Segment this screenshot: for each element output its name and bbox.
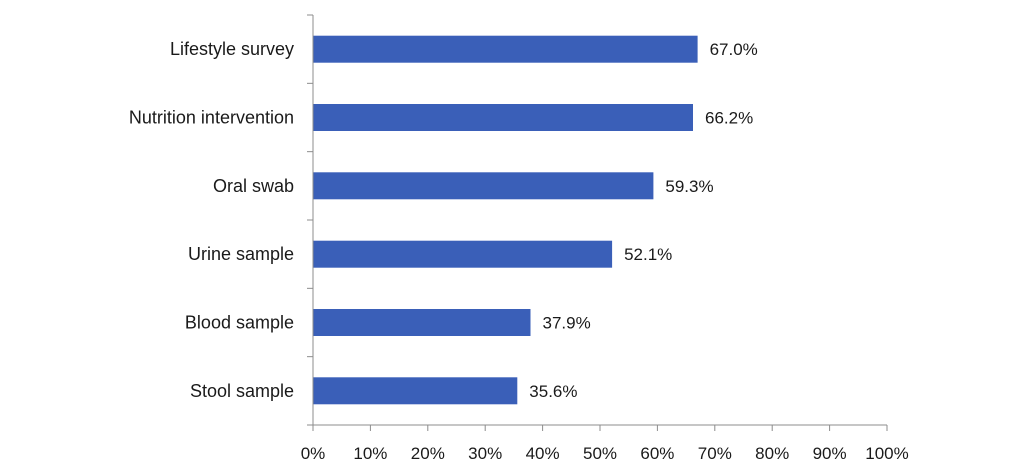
x-tick-label: 30% [468,444,502,463]
category-labels-group: Lifestyle survey Nutrition intervention Or… [129,39,294,401]
category-label: Nutrition intervention [129,108,294,128]
x-tick-label: 100% [865,444,908,463]
data-labels-group: 67.0% 66.2% 59.3% 52.1% 37.9% 35.6% [529,40,758,401]
data-label: 66.2% [705,109,753,128]
x-tick-label: 80% [755,444,789,463]
bar [313,377,518,405]
bar [313,172,654,200]
data-label: 37.9% [543,314,591,333]
bar [313,35,698,63]
x-tick-label: 20% [411,444,445,463]
x-tick-label: 90% [813,444,847,463]
bar [313,309,531,336]
data-label: 59.3% [665,177,713,196]
x-tick-label: 70% [698,444,732,463]
x-tick-label: 0% [301,444,326,463]
bars-group [313,35,698,405]
data-label: 52.1% [624,245,672,264]
category-label: Oral swab [213,176,294,196]
category-label: Lifestyle survey [170,39,294,59]
y-axis-ticks-group [307,14,313,426]
data-label: 35.6% [529,382,577,401]
data-label: 67.0% [710,40,758,59]
x-tick-label: 40% [526,444,560,463]
x-tick-label: 10% [353,444,387,463]
category-label: Stool sample [190,381,294,401]
category-label: Urine sample [188,244,294,264]
x-axis-ticks-group: 0% 10% 20% 30% 40% 50% 60% 70% 80% 90% 100% [301,425,909,463]
bar [313,104,693,131]
x-tick-label: 50% [583,444,617,463]
x-tick-label: 60% [640,444,674,463]
bar [313,240,613,268]
category-label: Blood sample [185,313,294,333]
